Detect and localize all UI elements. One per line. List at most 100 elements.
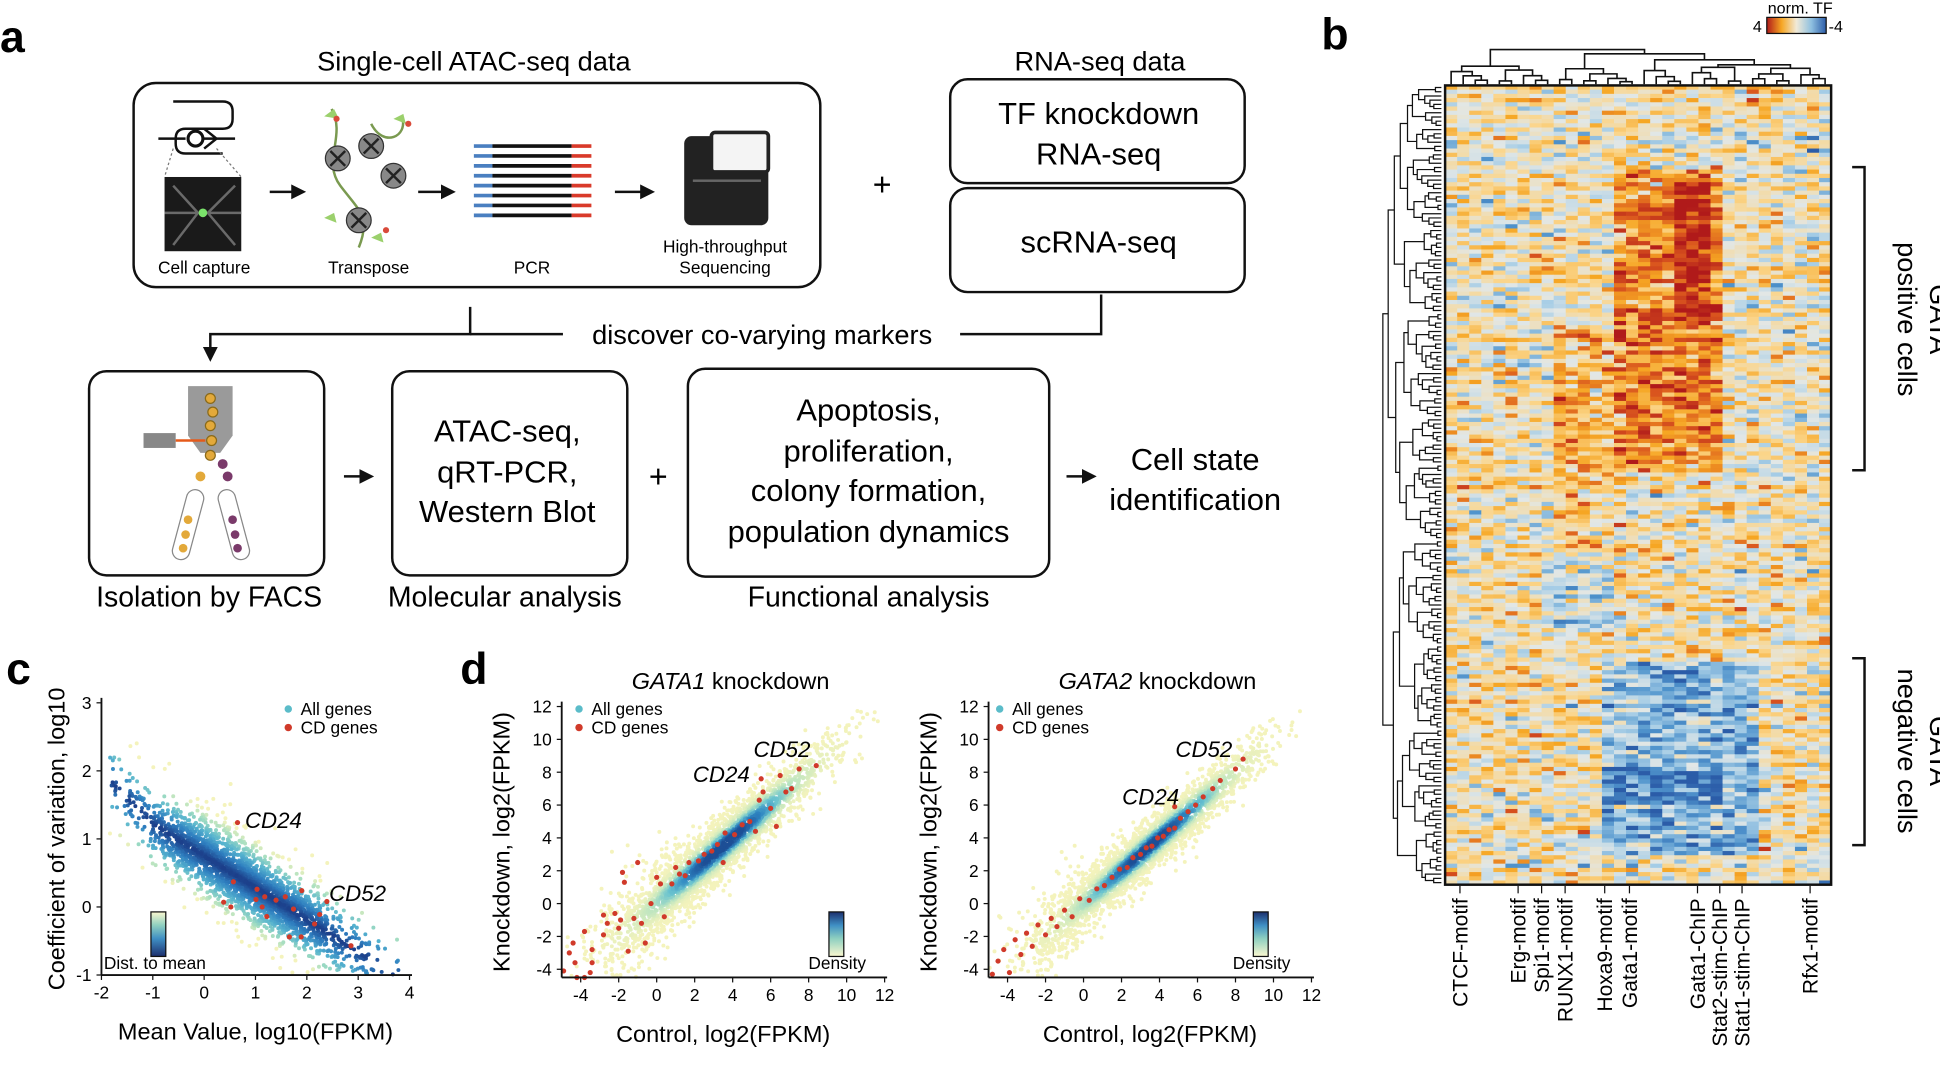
heatmap-cell <box>1457 472 1470 478</box>
dendrogram-branch <box>1498 80 1513 85</box>
heatmap-cell <box>1469 342 1482 347</box>
heatmap-cell <box>1469 363 1482 368</box>
heatmap-cell <box>1445 548 1458 553</box>
heatmap-cell <box>1469 182 1482 187</box>
heatmap-cell <box>1613 665 1627 671</box>
heatmap-cell <box>1469 232 1482 238</box>
heatmap-cell <box>1577 640 1591 646</box>
heatmap-cell <box>1819 455 1832 461</box>
heatmap-cell <box>1794 388 1808 393</box>
heatmap-cell <box>1589 518 1603 524</box>
heatmap-cell <box>1746 329 1760 334</box>
heatmap-cell <box>1782 691 1796 696</box>
heatmap-cell <box>1577 224 1591 229</box>
heatmap-cell <box>1481 438 1494 444</box>
heatmap-cell <box>1613 110 1627 116</box>
heatmap-cell <box>1626 434 1639 440</box>
heatmap-cell <box>1601 379 1615 385</box>
heatmap-cell <box>1553 485 1567 490</box>
heatmap-cell <box>1481 186 1494 191</box>
heatmap-cell <box>1674 270 1687 276</box>
panel-a: a Single-cell ATAC-seq data Cell capture… <box>0 13 1281 613</box>
heatmap-cell <box>1577 518 1591 524</box>
heatmap-cell <box>1650 367 1663 372</box>
heatmap-cell <box>1710 615 1723 621</box>
heatmap-cell <box>1806 363 1820 368</box>
heatmap-cell <box>1782 396 1796 402</box>
heatmap-cell <box>1529 144 1542 149</box>
heatmap-cell <box>1686 333 1699 339</box>
heatmap-cell <box>1638 485 1651 490</box>
heatmap-cell <box>1686 396 1699 402</box>
heatmap-cell <box>1722 102 1735 107</box>
heatmap-cell <box>1517 98 1530 103</box>
heatmap-cell <box>1686 632 1699 637</box>
heatmap-cell <box>1517 564 1530 570</box>
heatmap-cell <box>1613 89 1627 95</box>
heatmap-cell <box>1577 304 1591 309</box>
heatmap-cell <box>1662 400 1675 406</box>
heatmap-cell <box>1662 367 1675 372</box>
heatmap-cell <box>1770 518 1784 524</box>
heatmap-cell <box>1553 396 1567 402</box>
heatmap-cell <box>1806 337 1820 343</box>
heatmap-cell <box>1517 594 1530 600</box>
heatmap-cell <box>1758 678 1772 684</box>
heatmap-cell <box>1806 468 1820 473</box>
heatmap-cell <box>1819 674 1832 679</box>
heatmap-cell <box>1746 232 1760 238</box>
heatmap-cell <box>1794 278 1808 284</box>
dendrogram-branch <box>1423 272 1442 284</box>
heatmap-cell <box>1565 480 1579 486</box>
heatmap-cell <box>1782 140 1796 145</box>
heatmap-cell <box>1541 333 1555 339</box>
heatmap-cell <box>1662 442 1675 448</box>
heatmap-cell <box>1541 215 1555 221</box>
heatmap-cell <box>1553 203 1567 208</box>
heatmap-cell <box>1734 573 1748 578</box>
heatmap-cell <box>1782 560 1796 566</box>
heatmap-cell <box>1662 598 1675 604</box>
heatmap-cell <box>1650 156 1663 162</box>
heatmap-cell <box>1613 379 1627 385</box>
heatmap-cell <box>1517 102 1530 107</box>
heatmap-cell <box>1650 127 1663 133</box>
heatmap-cell <box>1638 438 1651 444</box>
heatmap-cell <box>1457 581 1470 587</box>
heatmap-cell <box>1746 173 1760 179</box>
heatmap-cell <box>1746 480 1760 486</box>
dendrogram-branch <box>1433 705 1442 711</box>
heatmap-cell <box>1698 329 1711 334</box>
heatmap-cell <box>1469 644 1482 650</box>
heatmap-cell <box>1734 312 1748 318</box>
heatmap-cell <box>1819 102 1832 107</box>
heatmap-cell <box>1662 699 1675 705</box>
heatmap-cell <box>1674 442 1687 448</box>
heatmap-cell <box>1782 472 1796 478</box>
heatmap-cell <box>1746 144 1760 149</box>
heatmap-cell <box>1613 493 1627 499</box>
heatmap-cell <box>1722 501 1735 507</box>
heatmap-cell <box>1541 321 1555 326</box>
heatmap-cell <box>1758 110 1772 116</box>
heatmap-cell <box>1710 363 1723 368</box>
heatmap-cell <box>1481 632 1494 637</box>
heatmap-cell <box>1577 127 1591 133</box>
heatmap-cell <box>1505 611 1518 616</box>
heatmap-cell <box>1746 657 1760 663</box>
dendrogram-branch <box>1428 259 1442 267</box>
heatmap-cell <box>1674 371 1687 377</box>
heatmap-cell <box>1626 266 1639 271</box>
heatmap-cell <box>1758 607 1772 612</box>
heatmap-cell <box>1481 691 1494 696</box>
heatmap-cell <box>1806 649 1820 654</box>
heatmap-cell <box>1698 438 1711 444</box>
heatmap-cell <box>1577 632 1591 637</box>
dendrogram-branch <box>1421 379 1434 390</box>
heatmap-cell <box>1674 590 1687 595</box>
heatmap-cell <box>1565 316 1579 322</box>
dendrogram-branch <box>1583 80 1597 85</box>
heatmap-cell <box>1613 510 1627 515</box>
heatmap-cell <box>1457 207 1470 213</box>
heatmap-cell <box>1553 140 1567 145</box>
